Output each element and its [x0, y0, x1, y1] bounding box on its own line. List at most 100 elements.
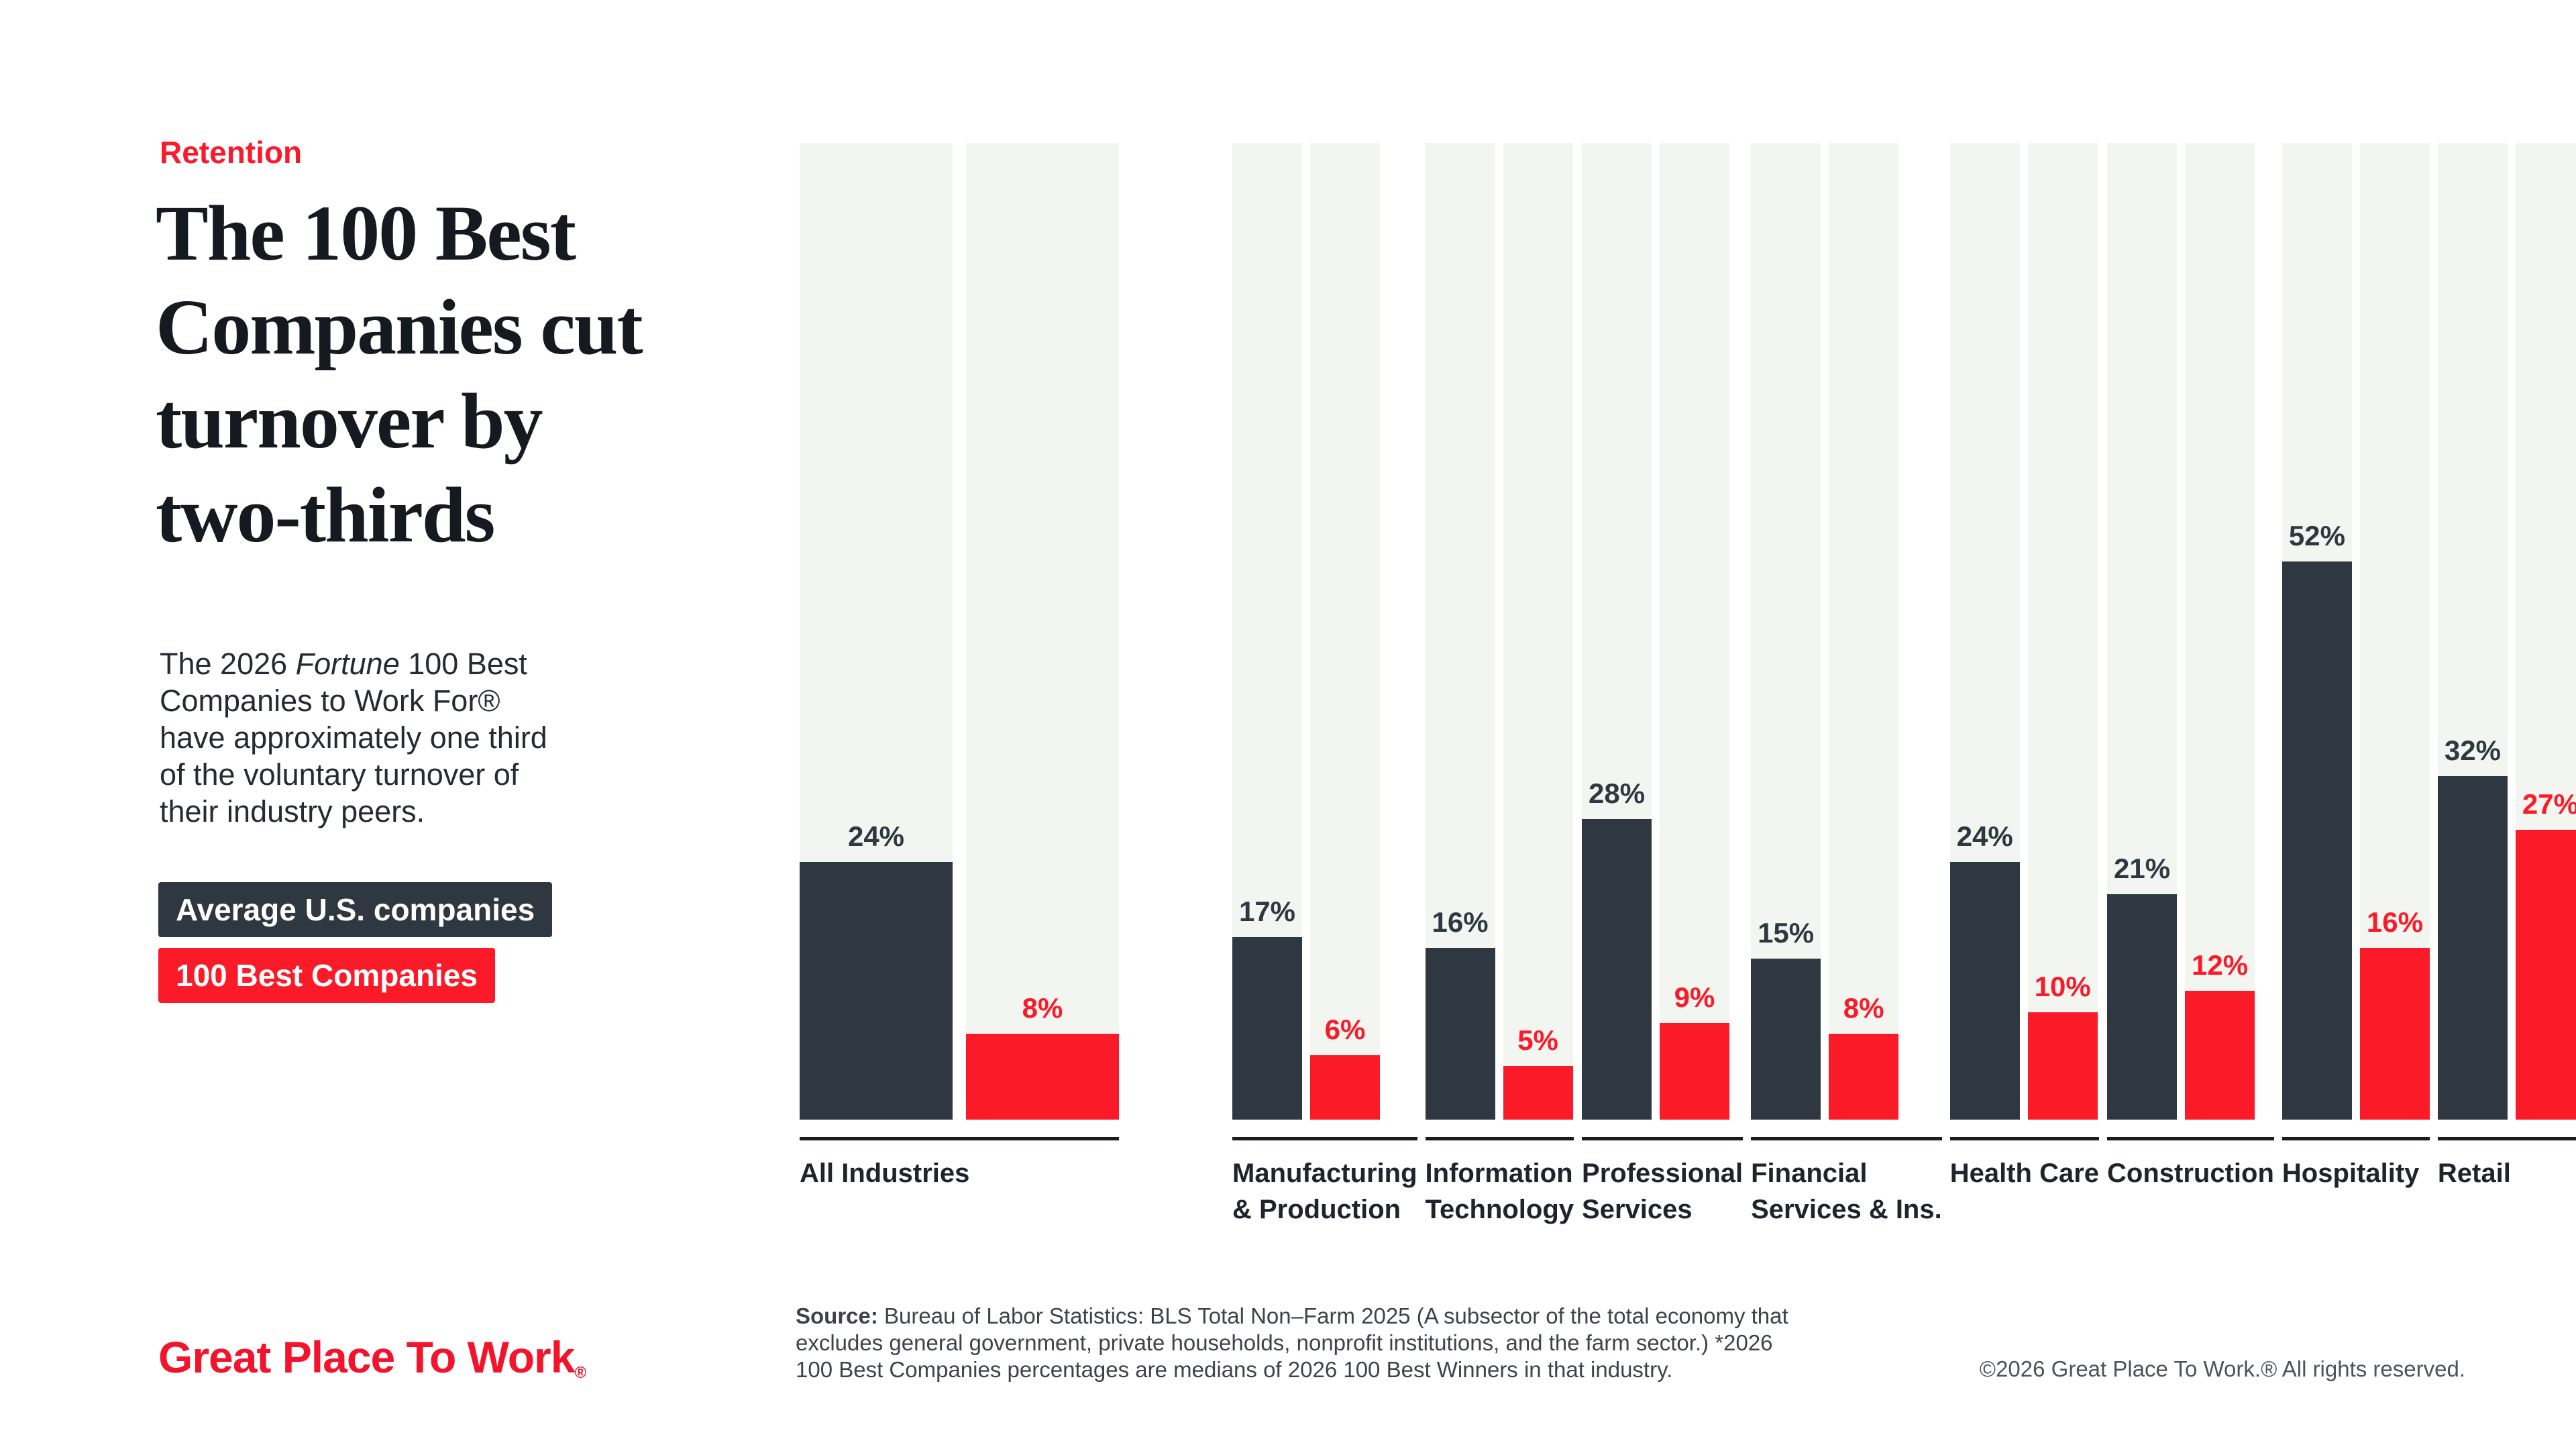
chart: 24% 8% All Industries 17% 6% Manufacturing & P… [800, 143, 2576, 1228]
bar-average [2437, 776, 2508, 1120]
bar-pair: 24% 10% [1949, 143, 2099, 1120]
value-label: 21% [2114, 853, 2171, 884]
group-label-line: & Production [1232, 1195, 1401, 1224]
value-label: 32% [2444, 735, 2501, 766]
bar-track-average: 16% [1425, 143, 1495, 1120]
bar-pair: 21% 12% [2107, 143, 2274, 1120]
value-label: 6% [1324, 1014, 1366, 1045]
group-underline [1751, 1137, 1942, 1140]
intro-paragraph: The 2026 Fortune 100 Best Companies to W… [160, 645, 643, 830]
bar-pair: 17% 6% [1232, 143, 1417, 1120]
bar-average [2107, 894, 2178, 1120]
chart-group-hospitality: 52% 16% Hospitality [2282, 143, 2430, 1191]
group-label: Hospitality [2282, 1155, 2430, 1191]
bar-average [1751, 959, 1821, 1120]
group-underline [1582, 1137, 1743, 1140]
group-underline [2107, 1137, 2274, 1140]
chart-group-retail: 32% 27% Retail [2437, 143, 2576, 1191]
registered-mark: ® [574, 1364, 586, 1382]
bar-pair: 24% 8% [800, 143, 1119, 1120]
bar-best [2027, 1012, 2098, 1120]
chart-group-professional-services: 28% 9% Professional Services [1582, 143, 1743, 1228]
bar-track-best: 27% [2515, 143, 2576, 1120]
bar-track-average: 17% [1232, 143, 1302, 1120]
intro-line: have approximately one third [160, 720, 547, 755]
value-label: 9% [1674, 981, 1715, 1013]
bar-pair: 28% 9% [1582, 143, 1743, 1120]
page-title: The 100 Best Companies cut turnover by t… [156, 186, 759, 562]
value-label: 52% [2288, 520, 2345, 551]
chart-group-manufacturing-production: 17% 6% Manufacturing & Production [1232, 143, 1417, 1228]
value-label: 8% [1022, 992, 1063, 1024]
value-label: 28% [1589, 777, 1646, 809]
title-line: turnover by [156, 377, 543, 465]
title-line: Companies cut [156, 283, 643, 371]
group-label: Information Technology [1426, 1155, 1574, 1228]
group-underline [2437, 1137, 2576, 1140]
value-label: 5% [1517, 1024, 1558, 1056]
legend-chip-average: Average U.S. companies [158, 882, 553, 937]
bar-average [1232, 937, 1302, 1120]
value-label: 8% [1843, 992, 1884, 1024]
group-label: Manufacturing & Production [1232, 1155, 1417, 1228]
group-underline [1425, 1137, 1574, 1140]
bar-pair: 32% 27% [2437, 143, 2576, 1120]
value-label: 16% [1432, 906, 1489, 938]
group-underline [2282, 1137, 2430, 1140]
group-label: Financial Services & Ins. [1751, 1155, 1942, 1228]
copyright-notice: ©2026 Great Place To Work.® All rights r… [1979, 1356, 2465, 1381]
bar-track-best: 8% [1829, 143, 1899, 1120]
group-label-line: Manufacturing [1232, 1159, 1417, 1188]
group-label-line: Health Care [1949, 1159, 2100, 1188]
bar-average [1949, 862, 2020, 1120]
title-line: The 100 Best [156, 189, 576, 277]
value-label: 27% [2522, 788, 2576, 820]
group-label-line: Information [1425, 1159, 1573, 1188]
group-label: Retail [2438, 1155, 2576, 1191]
gptw-logo: Great Place To Work® [158, 1332, 586, 1382]
group-label-line: Services [1582, 1195, 1693, 1224]
group-label-line: Technology [1425, 1195, 1574, 1224]
bar-best [2359, 948, 2430, 1120]
source-line: 100 Best Companies percentages are media… [796, 1357, 1673, 1382]
bar-best [1503, 1066, 1573, 1120]
bar-average [1582, 819, 1652, 1120]
bar-best [1310, 1055, 1380, 1120]
bar-best [1660, 1023, 1730, 1120]
bar-average [2282, 561, 2352, 1120]
legend-chip-best: 100 Best Companies [158, 948, 495, 1003]
value-label: 24% [1956, 820, 2013, 852]
bar-pair: 15% 8% [1751, 143, 1942, 1120]
bar-track-average: 28% [1582, 143, 1652, 1120]
bar-best [2515, 830, 2576, 1120]
source-note: Source: Bureau of Labor Statistics: BLS … [796, 1303, 1788, 1383]
legend: Average U.S. companies 100 Best Companie… [158, 882, 553, 1003]
source-line: Source: Bureau of Labor Statistics: BLS … [796, 1303, 1788, 1328]
bar-track-average: 32% [2437, 143, 2508, 1120]
chart-group-construction: 21% 12% Construction [2107, 143, 2274, 1191]
bar-pair: 52% 16% [2282, 143, 2430, 1120]
bar-track-average: 15% [1751, 143, 1821, 1120]
bar-best [966, 1034, 1119, 1120]
value-label: 16% [2366, 906, 2423, 938]
bar-track-average: 24% [1949, 143, 2020, 1120]
value-label: 17% [1238, 896, 1296, 927]
bar-pair: 16% 5% [1425, 143, 1574, 1120]
bar-track-best: 12% [2185, 143, 2255, 1120]
bar-track-best: 9% [1660, 143, 1730, 1120]
bar-track-average: 52% [2282, 143, 2352, 1120]
title-line: two-thirds [156, 471, 495, 559]
group-underline [800, 1137, 1119, 1140]
group-label-line: Hospitality [2282, 1159, 2420, 1188]
bar-best [1829, 1034, 1899, 1120]
bar-best [2185, 991, 2255, 1120]
bar-track-best: 10% [2027, 143, 2098, 1120]
fortune-italic: Fortune [295, 647, 400, 681]
bar-track-average: 21% [2107, 143, 2178, 1120]
group-label-line: Construction [2107, 1159, 2274, 1188]
eyebrow-retention: Retention [160, 135, 303, 170]
group-label-line: Retail [2437, 1159, 2511, 1188]
chart-group-health-care: 24% 10% Health Care [1949, 143, 2100, 1191]
chart-group-information-technology: 16% 5% Information Technology [1425, 143, 1574, 1228]
